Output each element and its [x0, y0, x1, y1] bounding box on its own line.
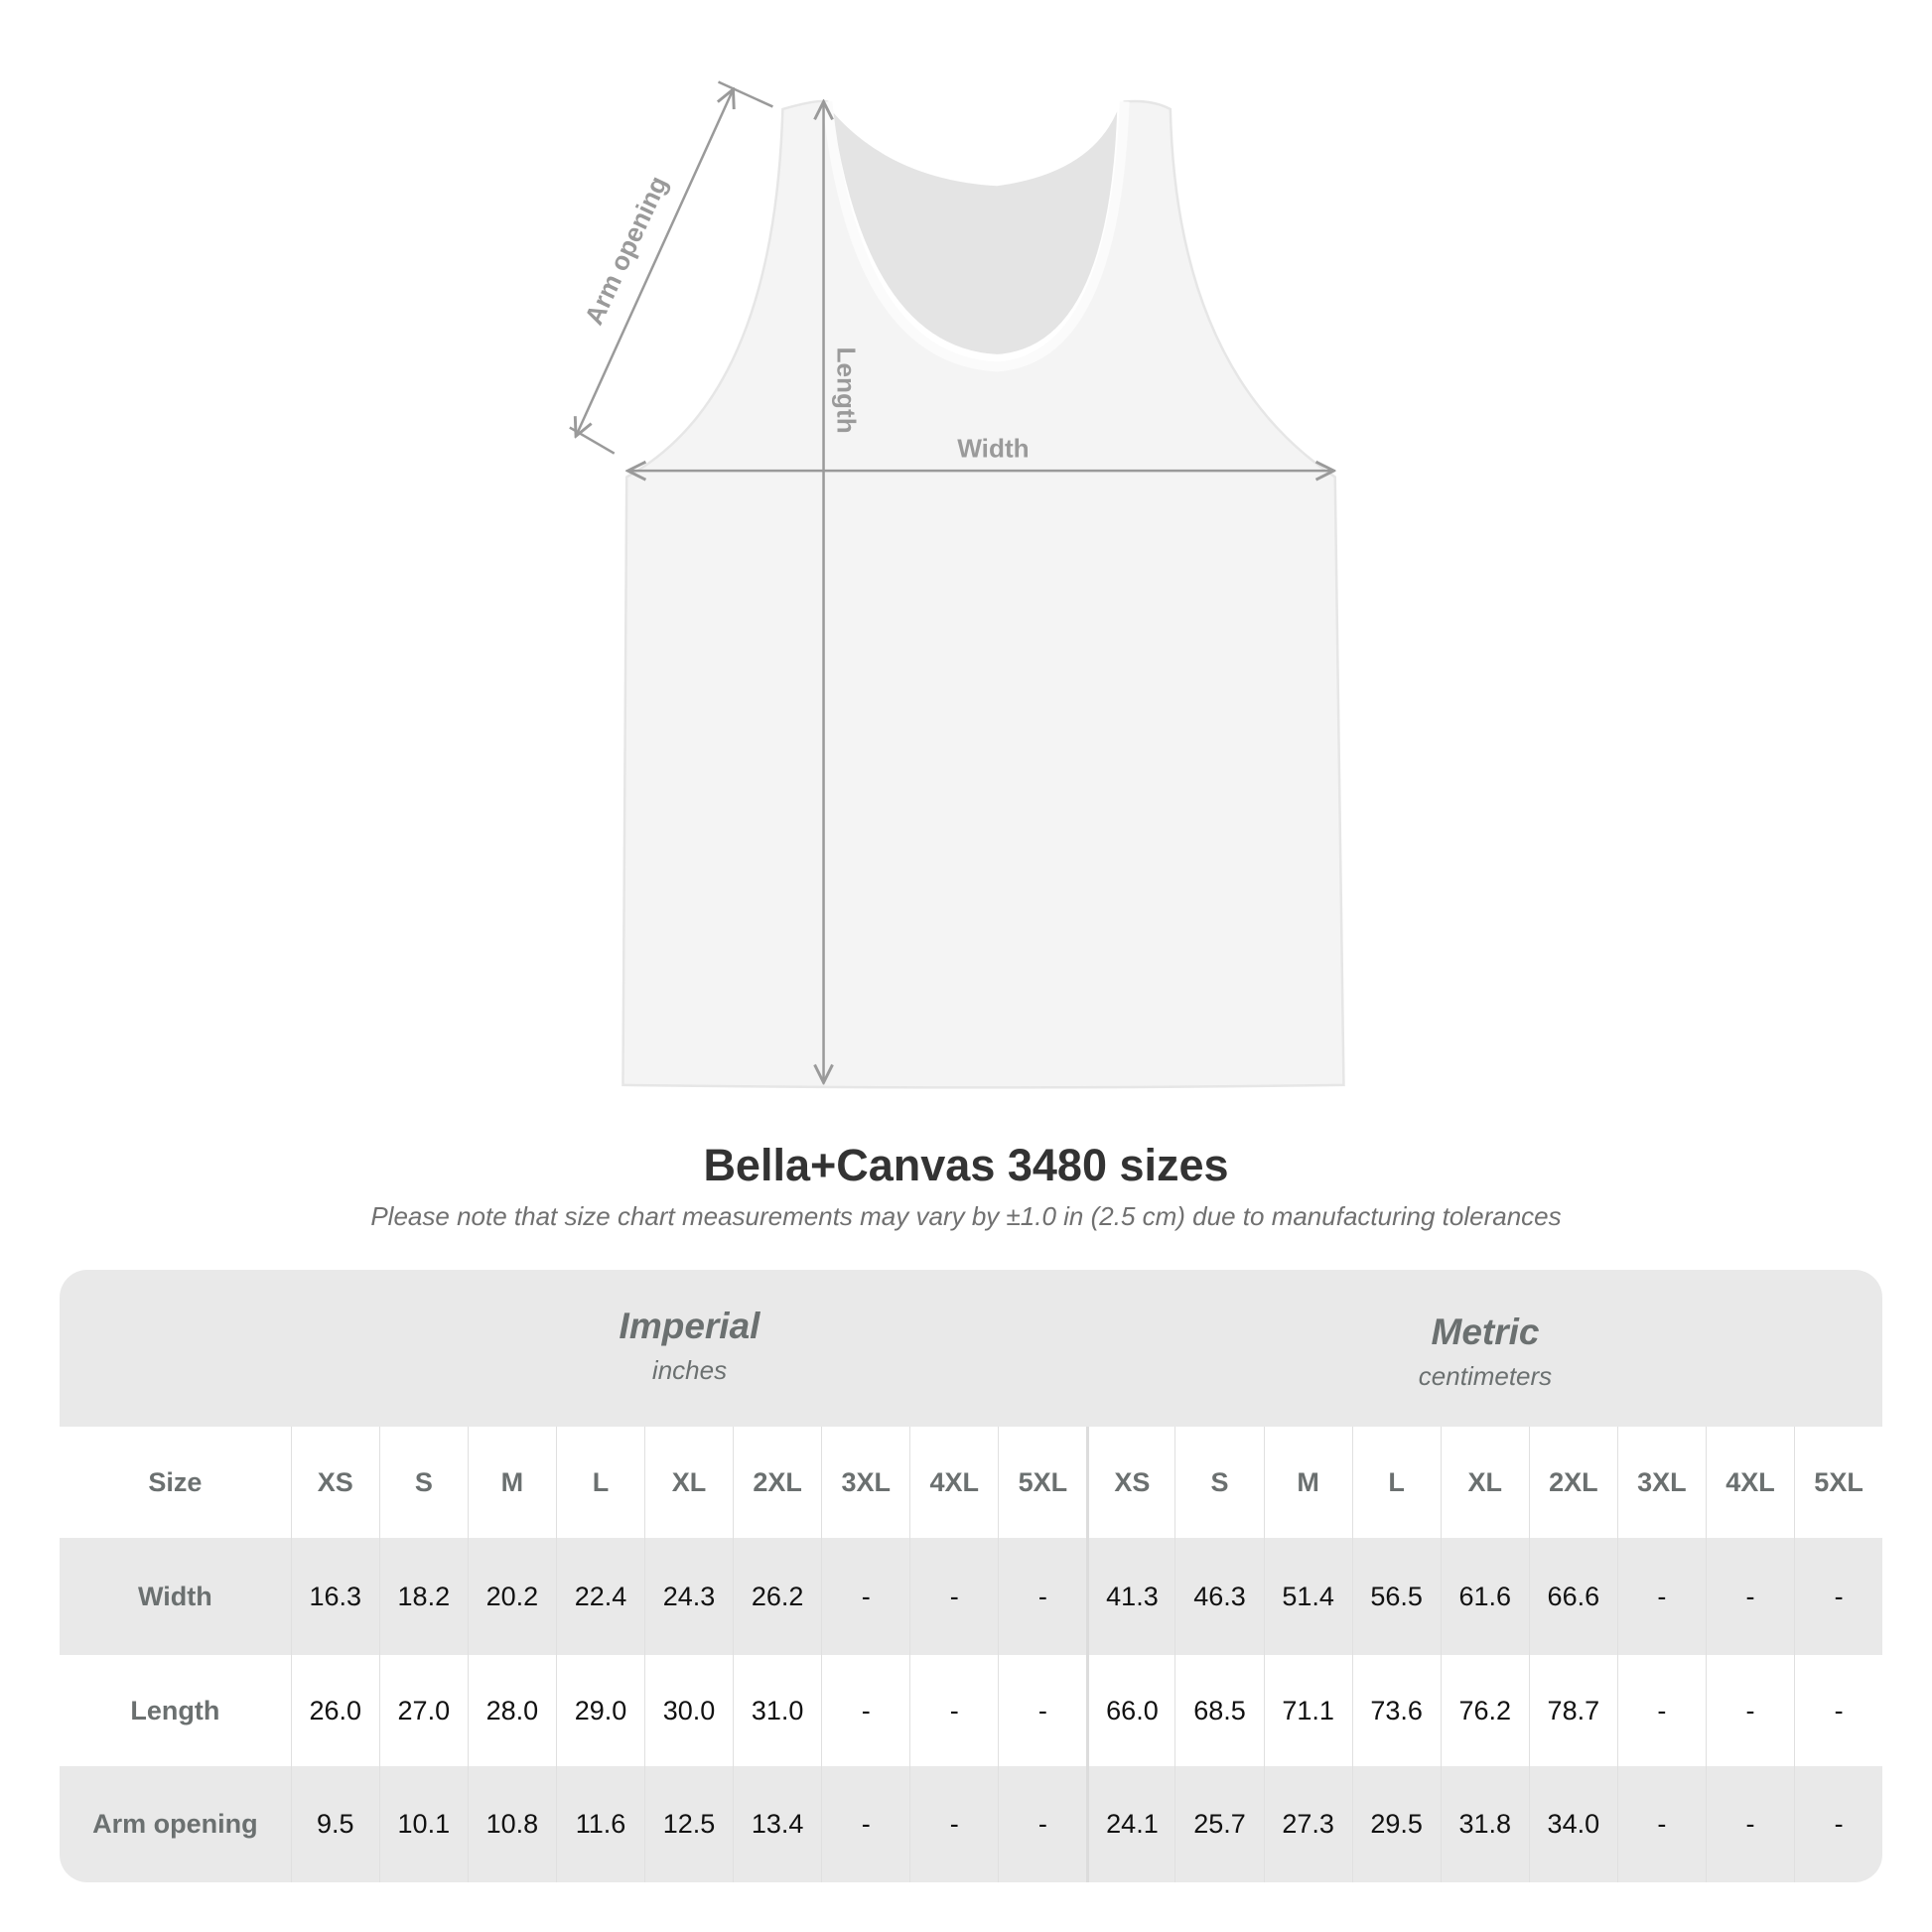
imperial-value-cell: 24.3 — [644, 1538, 733, 1655]
metric-value-cell: - — [1616, 1655, 1706, 1766]
metric-value-cell: 56.5 — [1351, 1538, 1441, 1655]
arm-opening-tick — [717, 80, 773, 108]
metric-value-cell: 51.4 — [1263, 1538, 1352, 1655]
metric-value-cell: - — [1616, 1766, 1706, 1882]
arm-opening-measure-line — [576, 89, 733, 436]
imperial-value-cell: 26.2 — [733, 1538, 821, 1655]
imperial-value-cell: 10.1 — [378, 1766, 468, 1882]
imperial-header: Imperial inches — [291, 1270, 1088, 1427]
metric-size-header: S — [1174, 1427, 1263, 1538]
imperial-size-header: 5XL — [998, 1427, 1086, 1538]
imperial-value-cell: 22.4 — [555, 1538, 644, 1655]
metric-value-cell: 66.0 — [1086, 1655, 1174, 1766]
imperial-value-cell: - — [821, 1538, 909, 1655]
metric-size-header: XL — [1440, 1427, 1529, 1538]
imperial-size-header: XS — [290, 1427, 379, 1538]
imperial-value-cell: 20.2 — [467, 1538, 556, 1655]
size-label: Size — [148, 1466, 203, 1497]
imperial-value-cell: 28.0 — [467, 1655, 556, 1766]
metric-unit: centimeters — [1418, 1361, 1553, 1391]
imperial-value-cell: - — [998, 1655, 1086, 1766]
imperial-size-header: S — [378, 1427, 468, 1538]
imperial-value-cell: - — [909, 1766, 998, 1882]
metric-value-cell: 41.3 — [1086, 1538, 1174, 1655]
imperial-value-cell: 13.4 — [733, 1766, 821, 1882]
imperial-value-cell: 31.0 — [733, 1655, 821, 1766]
metric-value-cell: 68.5 — [1174, 1655, 1263, 1766]
imperial-value-cell: 30.0 — [644, 1655, 733, 1766]
metric-size-header: 2XL — [1528, 1427, 1617, 1538]
metric-title: Metric — [1431, 1311, 1540, 1352]
imperial-value-cell: - — [821, 1766, 909, 1882]
imperial-value-cell: - — [998, 1538, 1086, 1655]
size-table: Imperial inches Metric centimeters Size X… — [60, 1270, 1882, 1882]
imperial-value-cell: - — [821, 1655, 909, 1766]
metric-value-cell: - — [1794, 1538, 1882, 1655]
metric-value-cell: - — [1705, 1766, 1794, 1882]
table-row: Width 16.3 18.2 20.2 22.4 24.3 26.2- - -41.3 46.3… — [60, 1538, 1882, 1655]
imperial-value-cell: 26.0 — [290, 1655, 379, 1766]
row-label: Length — [130, 1695, 220, 1725]
imperial-size-header: 3XL — [821, 1427, 909, 1538]
table-row: Length 26.0 27.0 28.0 29.0 30.0 31.0- - -66.0 68.… — [60, 1655, 1882, 1766]
arm-opening-tick — [569, 426, 616, 455]
metric-size-header: 3XL — [1616, 1427, 1706, 1538]
tank-top-image — [621, 99, 1345, 1089]
metric-value-cell: 78.7 — [1528, 1655, 1617, 1766]
metric-value-cell: - — [1616, 1538, 1706, 1655]
metric-value-cell: - — [1794, 1655, 1882, 1766]
metric-value-cell: - — [1794, 1766, 1882, 1882]
metric-value-cell: 73.6 — [1351, 1655, 1441, 1766]
imperial-size-header: XL — [644, 1427, 733, 1538]
tank-top-diagram: Arm opening Length Width — [569, 80, 1345, 1089]
metric-value-cell: 31.8 — [1440, 1766, 1529, 1882]
metric-value-cell: - — [1705, 1538, 1794, 1655]
imperial-value-cell: 9.5 — [290, 1766, 379, 1882]
row-label: Arm opening — [92, 1809, 258, 1839]
imperial-value-cell: 12.5 — [644, 1766, 733, 1882]
imperial-value-cell: 18.2 — [378, 1538, 468, 1655]
metric-size-header: M — [1263, 1427, 1352, 1538]
tolerance-note: Please note that size chart measurements… — [370, 1201, 1562, 1231]
imperial-value-cell: - — [909, 1655, 998, 1766]
size-header-row: Size XS S M L XL 2XL 3XL 4XL 5XL XS S M L XL 2XL 3XL 4XL 5… — [60, 1427, 1882, 1538]
table-row: Arm opening 9.5 10.1 10.8 11.6 12.5 13.4- - -24.… — [60, 1766, 1882, 1882]
metric-value-cell: 46.3 — [1174, 1538, 1263, 1655]
width-label: Width — [957, 433, 1029, 463]
imperial-value-cell: 27.0 — [378, 1655, 468, 1766]
table-header: Imperial inches Metric centimeters — [60, 1270, 1882, 1427]
imperial-value-cell: 29.0 — [555, 1655, 644, 1766]
imperial-value-cell: - — [909, 1538, 998, 1655]
metric-size-header: 4XL — [1705, 1427, 1794, 1538]
imperial-value-cell: - — [998, 1766, 1086, 1882]
metric-size-header: XS — [1086, 1427, 1174, 1538]
imperial-value-cell: 16.3 — [290, 1538, 379, 1655]
length-label: Length — [831, 346, 861, 433]
imperial-value-cell: 10.8 — [467, 1766, 556, 1882]
metric-value-cell: 61.6 — [1440, 1538, 1529, 1655]
metric-value-cell: 66.6 — [1528, 1538, 1617, 1655]
metric-value-cell: 71.1 — [1263, 1655, 1352, 1766]
metric-header: Metric centimeters — [1088, 1270, 1882, 1427]
imperial-size-header: 4XL — [909, 1427, 998, 1538]
metric-value-cell: - — [1705, 1655, 1794, 1766]
metric-value-cell: 76.2 — [1440, 1655, 1529, 1766]
row-label: Width — [137, 1581, 212, 1611]
imperial-size-header: 2XL — [733, 1427, 821, 1538]
metric-size-header: 5XL — [1794, 1427, 1882, 1538]
imperial-value-cell: 11.6 — [555, 1766, 644, 1882]
imperial-unit: inches — [651, 1355, 728, 1385]
metric-size-header: L — [1351, 1427, 1441, 1538]
imperial-title: Imperial — [619, 1306, 760, 1346]
metric-value-cell: 24.1 — [1086, 1766, 1174, 1882]
page-title: Bella+Canvas 3480 sizes — [703, 1140, 1229, 1190]
metric-value-cell: 25.7 — [1174, 1766, 1263, 1882]
metric-value-cell: 27.3 — [1263, 1766, 1352, 1882]
metric-value-cell: 34.0 — [1528, 1766, 1617, 1882]
metric-value-cell: 29.5 — [1351, 1766, 1441, 1882]
imperial-size-header: M — [467, 1427, 556, 1538]
imperial-size-header: L — [555, 1427, 644, 1538]
